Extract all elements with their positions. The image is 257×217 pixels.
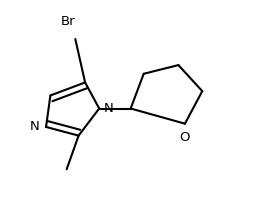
Text: N: N — [29, 120, 39, 133]
Text: N: N — [104, 102, 114, 115]
Text: Br: Br — [60, 15, 75, 28]
Text: O: O — [180, 131, 190, 144]
